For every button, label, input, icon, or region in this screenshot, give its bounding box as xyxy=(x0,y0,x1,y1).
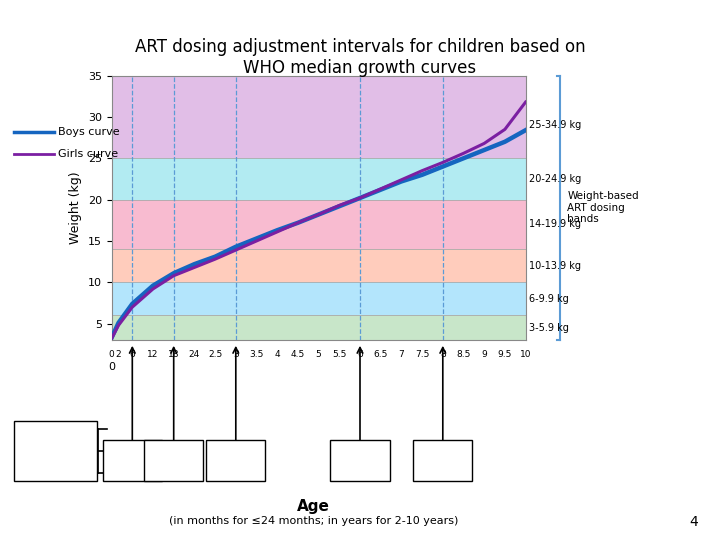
Text: 4: 4 xyxy=(690,515,698,529)
Text: Age: Age xyxy=(297,500,330,515)
Bar xyxy=(112,158,526,200)
Text: 6 years: 6 years xyxy=(341,455,379,465)
Text: Girls curve: Girls curve xyxy=(58,149,118,159)
Text: 15
months: 15 months xyxy=(154,449,194,471)
Text: 3-5.9 kg: 3-5.9 kg xyxy=(529,323,569,333)
Text: 3 years: 3 years xyxy=(217,455,255,465)
Y-axis label: Weight (kg): Weight (kg) xyxy=(69,172,82,244)
Text: 0: 0 xyxy=(108,362,115,372)
Text: 8 years: 8 years xyxy=(423,455,462,465)
Text: 20-24.9 kg: 20-24.9 kg xyxy=(529,174,582,184)
Text: 14-19.9 kg: 14-19.9 kg xyxy=(529,219,581,230)
Bar xyxy=(112,76,526,158)
Text: Boys curve: Boys curve xyxy=(58,127,120,137)
Text: ART dosing adjustment intervals for children based on
WHO median growth curves: ART dosing adjustment intervals for chil… xyxy=(135,38,585,77)
Text: 3 months: 3 months xyxy=(108,455,157,465)
Bar xyxy=(112,200,526,249)
Bar xyxy=(112,315,526,340)
Text: Weight-based
ART dosing
bands: Weight-based ART dosing bands xyxy=(567,191,639,225)
Text: 10-13.9 kg: 10-13.9 kg xyxy=(529,261,581,271)
Bar xyxy=(112,249,526,282)
Text: (in months for ≤24 months; in years for 2-10 years): (in months for ≤24 months; in years for … xyxy=(168,516,458,526)
Bar xyxy=(112,282,526,315)
Text: 25-34.9 kg: 25-34.9 kg xyxy=(529,120,582,130)
Text: 6-9.9 kg: 6-9.9 kg xyxy=(529,294,569,304)
Text: Approximate
age when new
ART dose is
needed: Approximate age when new ART dose is nee… xyxy=(20,429,91,473)
